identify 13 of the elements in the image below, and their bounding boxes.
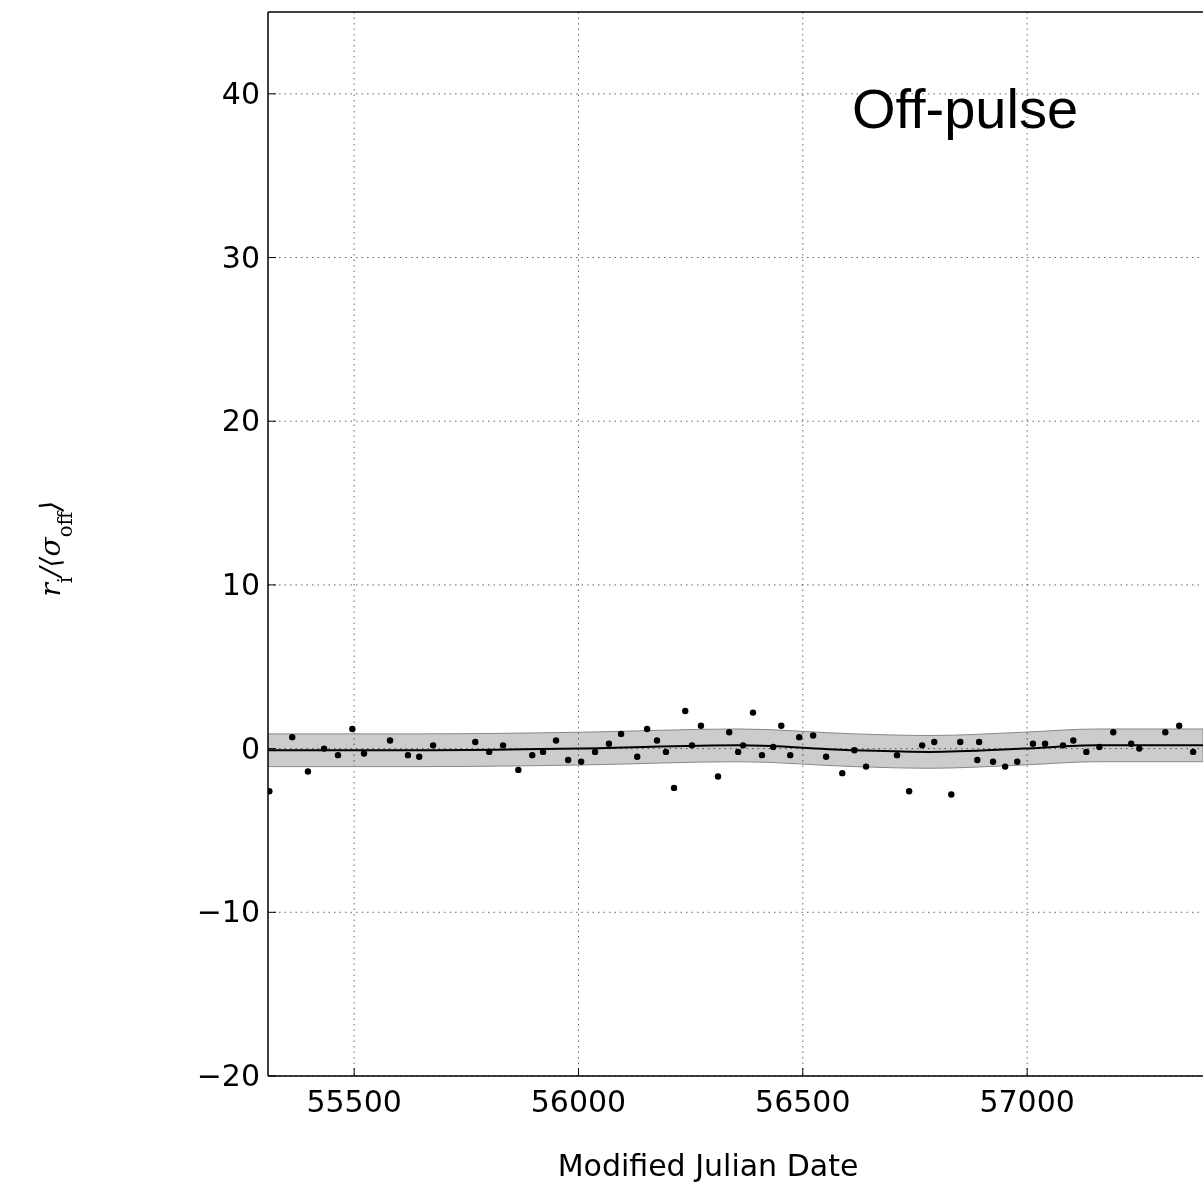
y-tick-label: 40 <box>221 75 260 111</box>
x-tick-label: 56500 <box>755 1084 851 1119</box>
y-tick-label: −10 <box>196 894 260 930</box>
y-tick-label: 0 <box>240 730 260 766</box>
text: Off-pulse <box>851 77 1079 140</box>
x-tick-label: 56000 <box>530 1084 627 1119</box>
y-tick-label: 30 <box>221 239 260 275</box>
y-tick-label: 10 <box>221 566 260 602</box>
x-axis-title: Modified Julian Date <box>557 1148 859 1183</box>
y-tick-label: 20 <box>221 403 260 439</box>
x-tick-label: 55500 <box>306 1084 402 1119</box>
x-tick-label: 57000 <box>979 1084 1075 1119</box>
y-tick-label: −20 <box>196 1058 260 1093</box>
